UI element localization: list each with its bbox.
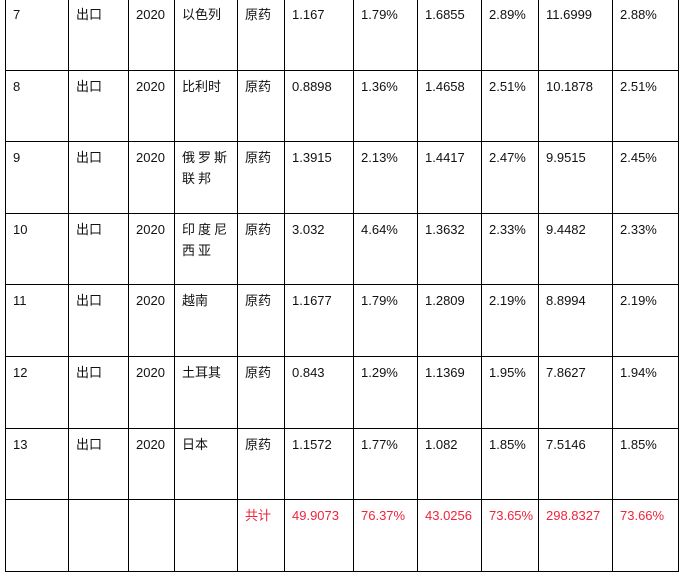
cell-product: 原药 — [237, 355, 285, 429]
cell-year: 2020 — [128, 355, 175, 429]
cell-share-3: 73.66% — [612, 499, 679, 572]
cell-share-2: 73.65% — [481, 499, 539, 572]
cell-share-2: 2.51% — [481, 69, 539, 143]
cell-share-1: 1.79% — [353, 0, 418, 71]
table-row: 10 出口 2020 印度尼西亚 原药 3.032 4.64% 1.3632 2.33% 9.44… — [5, 212, 679, 286]
cell-share-1: 1.79% — [353, 284, 418, 357]
cell-year: 2020 — [128, 69, 175, 143]
table-row: 12 出口 2020 土耳其 原药 0.843 1.29% 1.1369 1.95% 7.8627… — [5, 355, 679, 429]
cell-value-2: 1.3632 — [417, 212, 482, 286]
table-row: 7 出口 2020 以色列 原药 1.167 1.79% 1.6855 2.89% 11.6999… — [5, 0, 679, 71]
cell-index: 12 — [5, 355, 69, 429]
cell-value-3: 7.8627 — [538, 355, 613, 429]
cell-product: 原药 — [237, 141, 285, 214]
cell-country: 土耳其 — [174, 355, 238, 429]
cell-share-3: 1.94% — [612, 355, 679, 429]
cell-share-2: 2.19% — [481, 284, 539, 357]
cell-index: 9 — [5, 141, 69, 214]
cell-country: 比利时 — [174, 69, 238, 143]
cell-year: 2020 — [128, 212, 175, 286]
cell-share-2: 1.95% — [481, 355, 539, 429]
cell-value-1: 49.9073 — [284, 499, 354, 572]
cell-index — [5, 499, 69, 572]
cell-value-2: 1.4658 — [417, 69, 482, 143]
cell-share-1: 4.64% — [353, 212, 418, 286]
cell-share-3: 2.51% — [612, 69, 679, 143]
cell-country — [174, 499, 238, 572]
table-row: 9 出口 2020 俄罗斯联邦 原药 1.3915 2.13% 1.4417 2.47% 9.95… — [5, 141, 679, 214]
cell-year: 2020 — [128, 427, 175, 501]
cell-share-2: 1.85% — [481, 427, 539, 501]
cell-direction: 出口 — [68, 284, 129, 357]
cell-direction: 出口 — [68, 355, 129, 429]
cell-value-1: 1.1677 — [284, 284, 354, 357]
table-row: 8 出口 2020 比利时 原药 0.8898 1.36% 1.4658 2.51% 10.187… — [5, 69, 679, 143]
table-row: 11 出口 2020 越南 原药 1.1677 1.79% 1.2809 2.19% 8.8994… — [5, 284, 679, 357]
cell-index: 11 — [5, 284, 69, 357]
cell-value-2: 1.082 — [417, 427, 482, 501]
cell-direction: 出口 — [68, 69, 129, 143]
cell-value-2: 1.4417 — [417, 141, 482, 214]
table-row: 13 出口 2020 日本 原药 1.1572 1.77% 1.082 1.85% 7.5146 1… — [5, 427, 679, 501]
cell-share-3: 1.85% — [612, 427, 679, 501]
cell-year: 2020 — [128, 284, 175, 357]
cell-value-1: 1.167 — [284, 0, 354, 71]
cell-value-3: 9.4482 — [538, 212, 613, 286]
cell-direction: 出口 — [68, 427, 129, 501]
cell-share-1: 76.37% — [353, 499, 418, 572]
cell-value-2: 43.0256 — [417, 499, 482, 572]
cell-year — [128, 499, 175, 572]
total-row: 共计 49.9073 76.37% 43.0256 73.65% 298.8327 73.6… — [5, 499, 679, 572]
cell-share-1: 1.36% — [353, 69, 418, 143]
cell-product: 原药 — [237, 0, 285, 71]
cell-share-3: 2.88% — [612, 0, 679, 71]
cell-value-2: 1.2809 — [417, 284, 482, 357]
cell-value-3: 8.8994 — [538, 284, 613, 357]
cell-country: 越南 — [174, 284, 238, 357]
cell-product: 原药 — [237, 69, 285, 143]
cell-product: 原药 — [237, 427, 285, 501]
cell-year: 2020 — [128, 141, 175, 214]
cell-share-2: 2.89% — [481, 0, 539, 71]
cell-value-1: 0.8898 — [284, 69, 354, 143]
cell-index: 13 — [5, 427, 69, 501]
cell-index: 10 — [5, 212, 69, 286]
cell-share-3: 2.33% — [612, 212, 679, 286]
cell-direction: 出口 — [68, 212, 129, 286]
cell-value-3: 9.9515 — [538, 141, 613, 214]
cell-share-1: 1.77% — [353, 427, 418, 501]
cell-direction — [68, 499, 129, 572]
cell-value-2: 1.6855 — [417, 0, 482, 71]
cell-value-1: 0.843 — [284, 355, 354, 429]
cell-country: 印度尼西亚 — [174, 212, 238, 286]
cell-direction: 出口 — [68, 141, 129, 214]
cell-product: 共计 — [237, 499, 285, 572]
cell-value-3: 11.6999 — [538, 0, 613, 71]
cell-share-3: 2.45% — [612, 141, 679, 214]
cell-share-1: 2.13% — [353, 141, 418, 214]
cell-index: 7 — [5, 0, 69, 71]
cell-value-3: 298.8327 — [538, 499, 613, 572]
cell-value-1: 1.1572 — [284, 427, 354, 501]
cell-share-2: 2.47% — [481, 141, 539, 214]
cell-product: 原药 — [237, 284, 285, 357]
cell-share-3: 2.19% — [612, 284, 679, 357]
cell-value-1: 3.032 — [284, 212, 354, 286]
cell-share-1: 1.29% — [353, 355, 418, 429]
cell-product: 原药 — [237, 212, 285, 286]
cell-value-3: 10.1878 — [538, 69, 613, 143]
cell-value-1: 1.3915 — [284, 141, 354, 214]
cell-country: 日本 — [174, 427, 238, 501]
cell-index: 8 — [5, 69, 69, 143]
cell-country: 以色列 — [174, 0, 238, 71]
cell-value-2: 1.1369 — [417, 355, 482, 429]
cell-share-2: 2.33% — [481, 212, 539, 286]
data-table: 7 出口 2020 以色列 原药 1.167 1.79% 1.6855 2.89% 11.6999… — [5, 0, 679, 572]
cell-value-3: 7.5146 — [538, 427, 613, 501]
cell-direction: 出口 — [68, 0, 129, 71]
cell-year: 2020 — [128, 0, 175, 71]
cell-country: 俄罗斯联邦 — [174, 141, 238, 214]
